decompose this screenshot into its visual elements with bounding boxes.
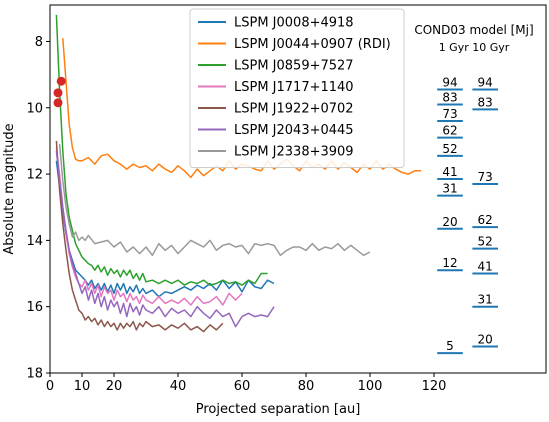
legend-label-3: LSPM J1717+1140	[234, 80, 354, 95]
series-line-6	[58, 144, 371, 257]
y-tick-label-5: 18	[26, 367, 43, 382]
x-tick-label-1: 10	[74, 379, 91, 394]
y-tick-label-3: 14	[26, 234, 43, 249]
model-level-label-0-9: 5	[446, 339, 454, 353]
x-tick-label-7: 120	[422, 379, 447, 394]
x-tick-label-0: 0	[46, 379, 54, 394]
model-level-label-1-6: 31	[478, 293, 493, 307]
model-level-label-1-5: 41	[478, 260, 493, 274]
legend-box	[189, 8, 405, 168]
series-layer	[55, 14, 422, 333]
model-level-label-1-4: 52	[478, 235, 493, 249]
detection-marker-1	[53, 88, 63, 98]
series-line-0	[55, 160, 275, 298]
model-title: COND03 model [Mj]	[414, 23, 533, 37]
legend-label-5: LSPM J2043+0445	[234, 123, 354, 138]
legend-label-2: LSPM J0859+7527	[234, 59, 354, 74]
axes-layer: 0 10 20 40 60 80 100 120 8 10 12 14 16 18	[26, 35, 446, 394]
model-level-label-1-1: 83	[478, 95, 493, 109]
model-header: COND03 model [Mj] 1 Gyr 10 Gyr	[414, 23, 533, 54]
series-line-4	[55, 140, 224, 333]
x-tick-label-3: 40	[170, 379, 187, 394]
x-tick-label-4: 60	[234, 379, 251, 394]
model-level-label-0-4: 52	[442, 142, 457, 156]
series-line-5	[55, 150, 275, 328]
model-level-label-0-3: 62	[442, 124, 457, 138]
model-level-label-0-1: 83	[442, 90, 457, 104]
model-level-label-1-2: 73	[478, 170, 493, 184]
marker-layer	[53, 76, 66, 108]
model-level-label-0-8: 12	[442, 256, 457, 270]
series-line-2	[55, 14, 268, 286]
legend-label-0: LSPM J0008+4918	[234, 16, 354, 31]
legend: LSPM J0008+4918 LSPM J0044+0907 (RDI) LSPM…	[189, 8, 405, 168]
y-tick-label-2: 12	[26, 168, 43, 183]
model-level-label-0-0: 94	[442, 76, 457, 90]
detection-marker-2	[53, 98, 63, 108]
model-subtitle: 1 Gyr 10 Gyr	[439, 41, 510, 54]
x-tick-label-2: 20	[106, 379, 123, 394]
model-level-label-0-5: 41	[442, 165, 457, 179]
x-tick-label-6: 100	[358, 379, 383, 394]
legend-label-1: LSPM J0044+0907 (RDI)	[234, 37, 391, 52]
model-level-label-1-3: 62	[478, 213, 493, 227]
model-level-label-1-0: 94	[478, 76, 493, 90]
y-axis-label: Absolute magnitude	[2, 123, 17, 254]
model-level-label-0-2: 73	[442, 107, 457, 121]
detection-marker-0	[56, 76, 66, 86]
model-level-label-1-7: 20	[478, 332, 493, 346]
model-level-label-0-7: 20	[442, 215, 457, 229]
legend-label-4: LSPM J1922+0702	[234, 102, 354, 117]
plot-frame	[49, 4, 547, 374]
y-tick-label-1: 10	[26, 101, 43, 116]
y-tick-label-0: 8	[35, 35, 43, 50]
x-tick-label-5: 80	[298, 379, 315, 394]
model-level-label-0-6: 31	[442, 182, 457, 196]
legend-label-6: LSPM J2338+3909	[234, 145, 354, 160]
x-axis-label: Projected separation [au]	[196, 402, 361, 417]
y-tick-label-4: 16	[26, 300, 43, 315]
